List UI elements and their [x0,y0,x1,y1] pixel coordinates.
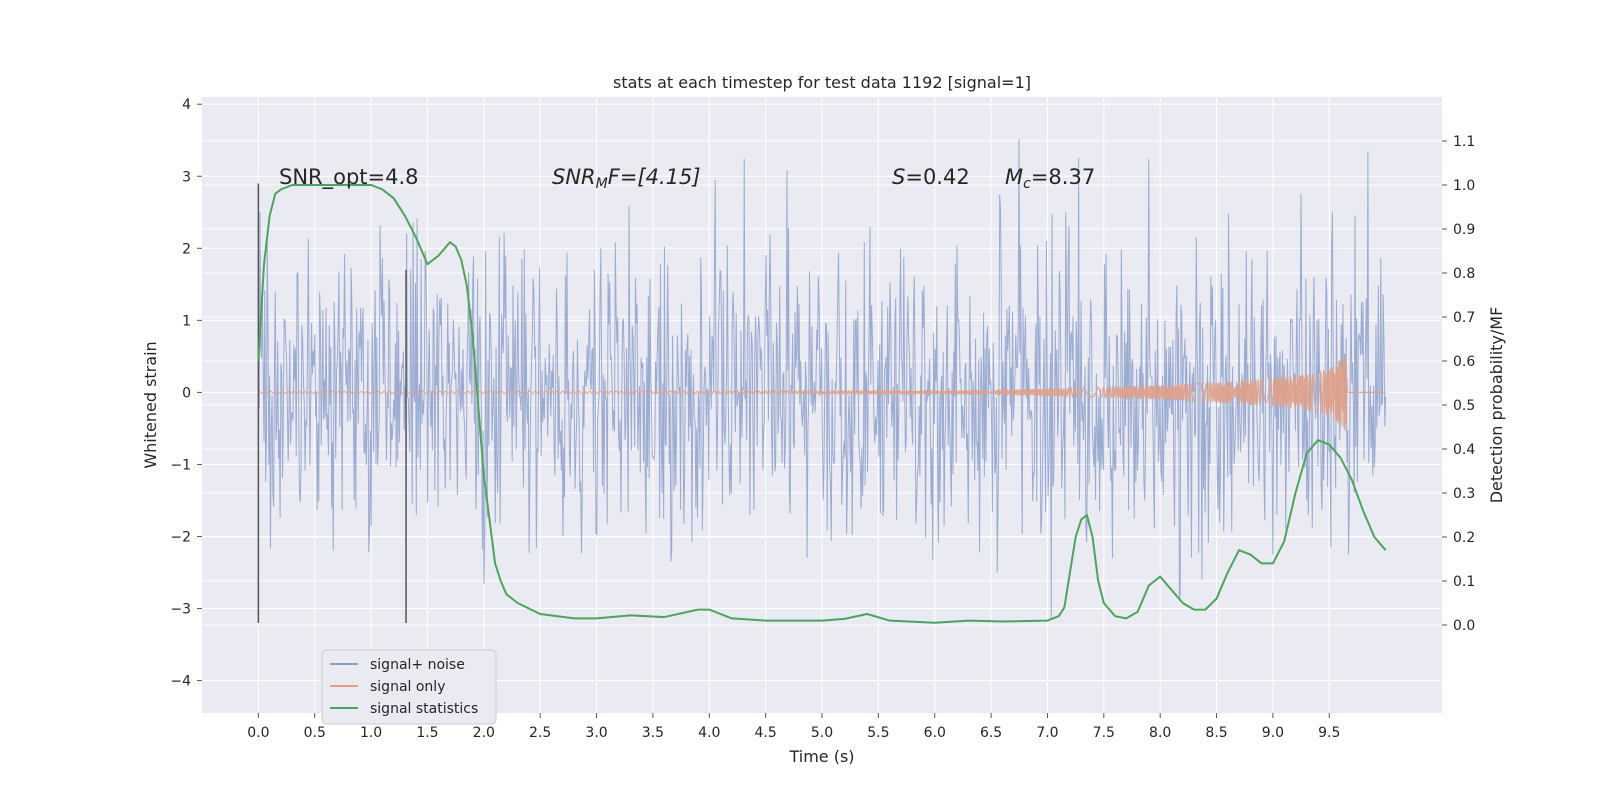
y-right-tick-label: 0.0 [1453,618,1475,634]
x-tick-label: 9.0 [1262,725,1284,741]
y-left-tick-labels: −4 −3 −2 −1 0 1 2 3 4 [170,97,202,690]
x-tick-label: 7.5 [1093,725,1115,741]
snr-mf-sub: M [596,176,608,192]
y-right-tick-label: 0.7 [1453,310,1475,326]
signal-noise-series [257,139,1387,619]
y-left-tick-label: −4 [170,674,191,690]
x-tick-label: 1.5 [416,725,438,741]
x-tick-label: 9.5 [1318,725,1340,741]
y-left-tick-label: −3 [170,602,191,618]
x-tick-label: 2.5 [529,725,551,741]
y-right-tick-label: 0.6 [1453,354,1475,370]
legend-label-stats: signal statistics [370,701,478,717]
signal-statistics-line [257,184,1387,624]
x-tick-label: 5.0 [811,725,833,741]
y-right-tick-label: 0.8 [1453,266,1475,282]
snr-mf-base: SNR [552,165,596,189]
grid-y-right [202,140,1442,626]
x-tick-labels: 0.0 0.5 1.0 1.5 2.0 2.5 3.0 3.5 4.0 4.5 5.0 5.5 6.0 6… [247,713,1340,741]
y-left-tick-label: 4 [182,97,191,113]
annotation-mc: Mc=8.37 [1005,165,1095,192]
x-tick-label: 1.0 [360,725,382,741]
x-tick-label: 6.5 [980,725,1002,741]
signal-noise-line [257,139,1387,619]
legend-box [321,649,497,725]
chart-title: stats at each timestep for test data 119… [613,73,1031,92]
annotation-s: S=0.42 [892,165,970,189]
y-right-tick-label: 0.9 [1453,222,1475,238]
legend-label-signal: signal only [370,679,445,695]
y-left-tick-label: −1 [170,457,191,473]
legend: signal+ noise signal only signal statist… [321,649,497,725]
x-tick-label: 3.0 [585,725,607,741]
s-label: S [892,165,905,189]
y-left-tick-label: 2 [182,241,191,257]
y-right-tick-label: 1.0 [1453,178,1475,194]
snr-mf-rest: F=[4.15] [608,165,701,189]
x-tick-label: 8.0 [1149,725,1171,741]
y-right-tick-label: 1.1 [1453,134,1475,150]
x-axis-label: Time (s) [788,747,854,766]
signal-statistics-series [257,184,1387,624]
mc-sub: c [1023,176,1031,192]
vertical-markers [257,183,407,623]
s-value: =0.42 [905,165,969,189]
signal-only-series [257,354,1386,432]
x-tick-label: 4.0 [698,725,720,741]
mc-label: M [1005,165,1023,189]
x-tick-label: 0.0 [247,725,269,741]
y-right-tick-label: 0.4 [1453,442,1475,458]
annotation-snr-opt: SNR_opt=4.8 [279,165,419,190]
annotation-snr-mf: SNRMF=[4.15] [552,165,701,192]
y-right-tick-labels: 0.0 0.1 0.2 0.3 0.4 0.5 0.6 0.7 0.8 0.9 1.0 1.1 [1442,134,1475,634]
x-tick-label: 4.5 [755,725,777,741]
x-tick-label: 8.5 [1205,725,1227,741]
x-tick-label: 5.5 [867,725,889,741]
y-left-tick-label: 1 [182,313,191,329]
y-axis-left-label: Whitened strain [141,341,160,468]
x-tick-label: 6.0 [924,725,946,741]
x-tick-label: 7.0 [1036,725,1058,741]
y-right-tick-label: 0.1 [1453,574,1475,590]
y-right-tick-label: 0.2 [1453,530,1475,546]
x-tick-label: 0.5 [304,725,326,741]
y-left-tick-label: 0 [182,385,191,401]
x-tick-label: 2.0 [473,725,495,741]
y-right-tick-label: 0.3 [1453,486,1475,502]
mc-value: =8.37 [1031,165,1095,189]
x-tick-label: 3.5 [642,725,664,741]
signal-only-line [257,354,1386,432]
y-left-tick-label: 3 [182,169,191,185]
y-right-tick-label: 0.5 [1453,398,1475,414]
legend-label-noise: signal+ noise [370,657,465,673]
y-left-tick-label: −2 [170,529,191,545]
y-axis-right-label: Detection probability/MF [1487,307,1506,504]
